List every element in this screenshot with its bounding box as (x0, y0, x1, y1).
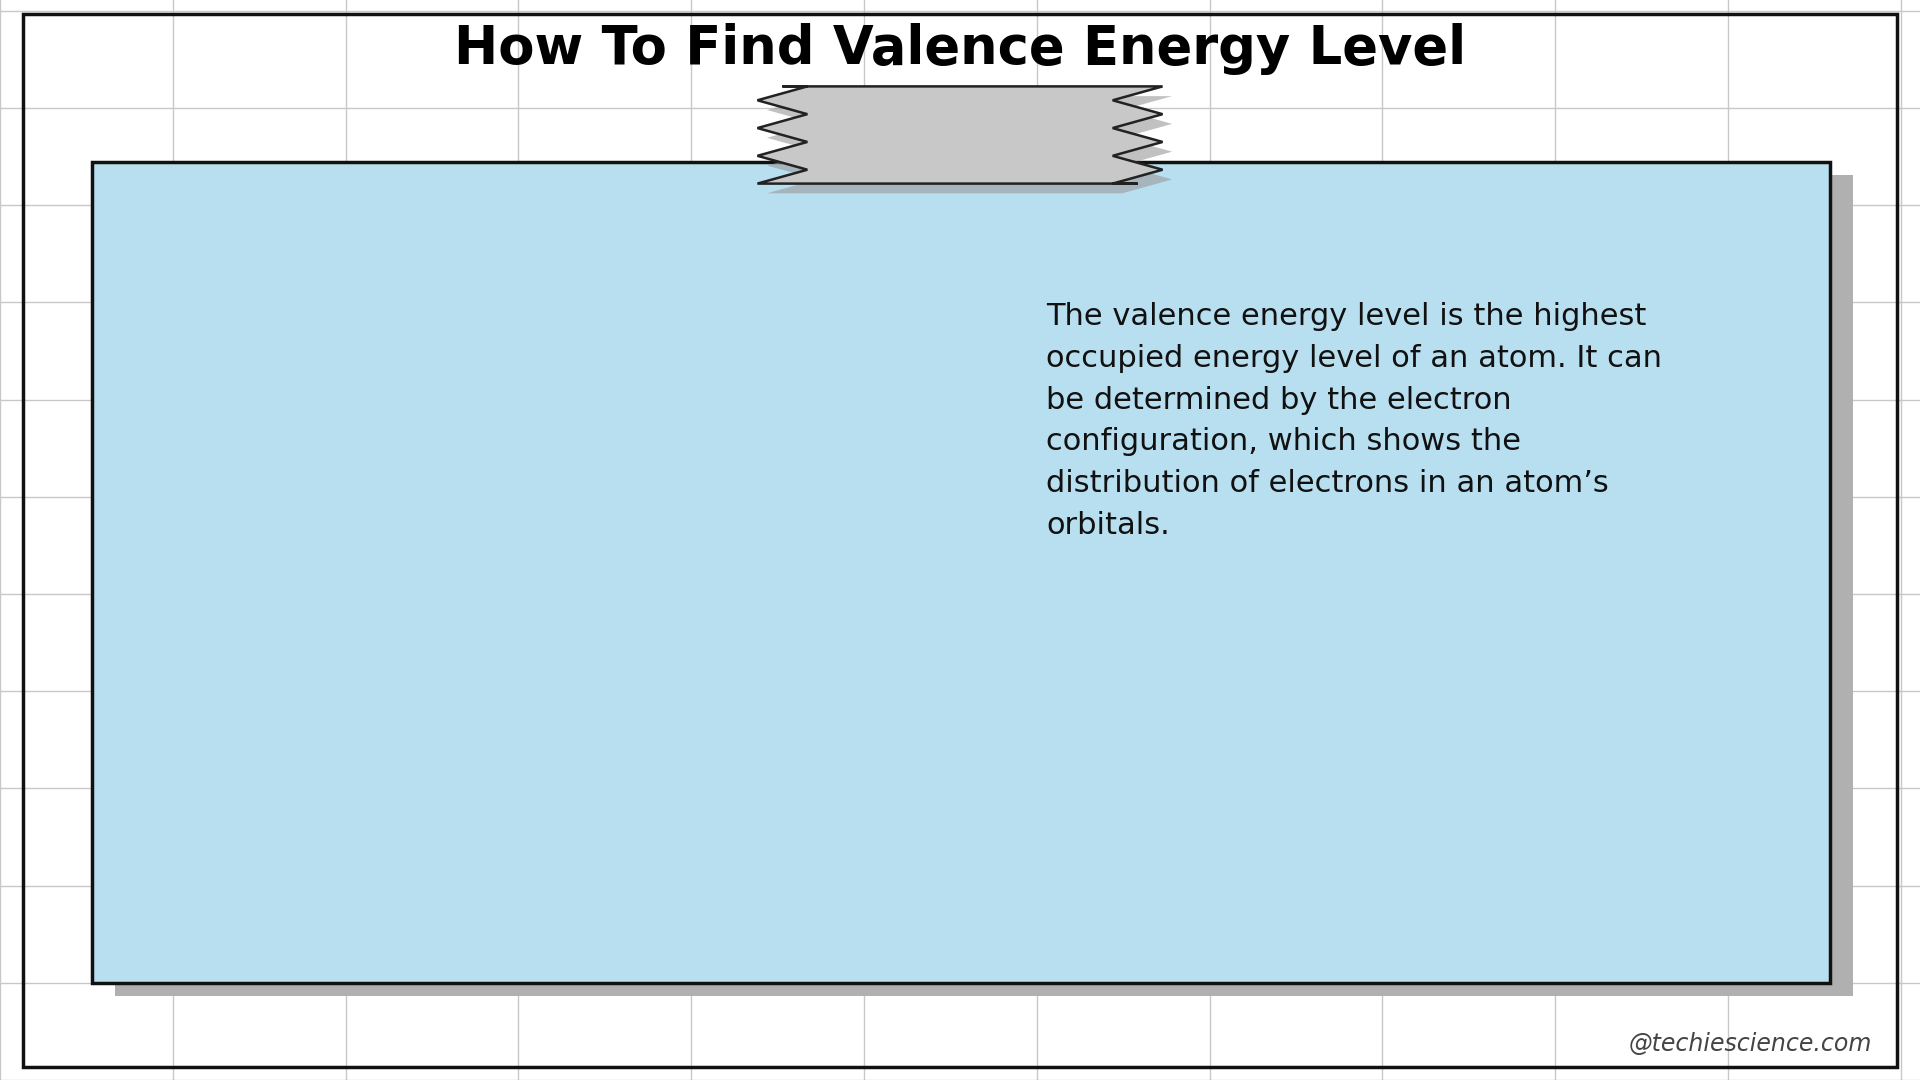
Text: How To Find Valence Energy Level: How To Find Valence Energy Level (453, 23, 1467, 75)
Polygon shape (756, 86, 1164, 184)
Bar (92, 162, 1830, 983)
Text: The valence energy level is the highest
occupied energy level of an atom. It can: The valence energy level is the highest … (1046, 302, 1663, 540)
Text: @techiescience.com: @techiescience.com (1628, 1032, 1872, 1056)
Bar (115, 175, 1853, 996)
Polygon shape (766, 96, 1171, 193)
